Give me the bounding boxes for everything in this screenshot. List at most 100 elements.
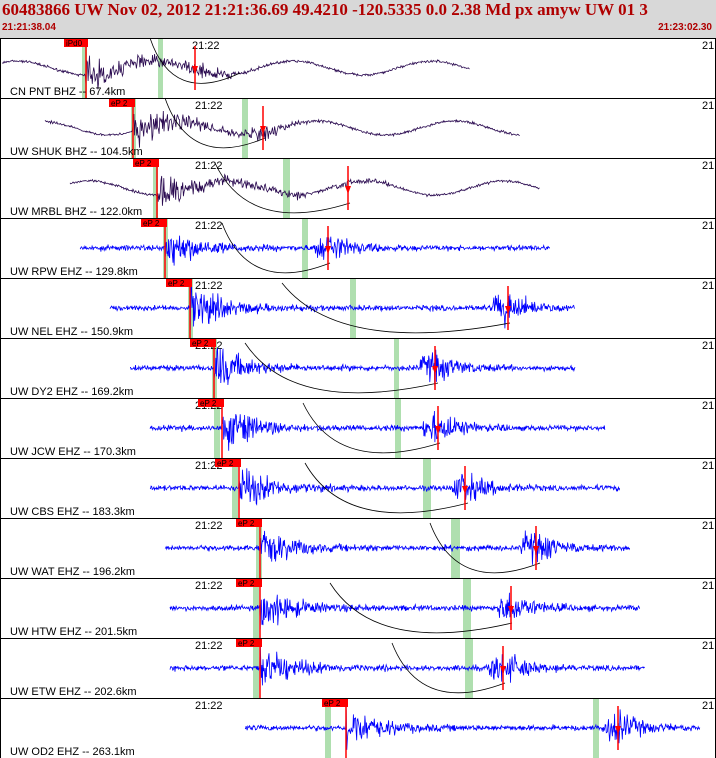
event-title: 60483866 UW Nov 02, 2012 21:21:36.69 49.…	[2, 0, 648, 19]
waveform-trace	[1, 53, 470, 90]
moveout-curve	[302, 402, 441, 454]
moveout-curve	[329, 582, 513, 634]
s-pick-marker	[260, 126, 266, 134]
p-pick-flag	[141, 219, 167, 227]
minute-mark-label: 21:22	[192, 40, 220, 52]
analysis-window	[153, 159, 158, 218]
panel-edge-label: 21:	[702, 40, 716, 52]
p-pick-label: eP 2	[111, 99, 128, 108]
panel-edge-label: 21:	[702, 280, 716, 292]
p-pick-flag	[236, 639, 262, 647]
p-pick-label: eP 2	[135, 159, 152, 168]
moveout-curve	[281, 282, 511, 334]
s-pick-marker	[500, 666, 506, 674]
panel-edge-label: 21:	[702, 520, 716, 532]
station-label: UW WAT EHZ -- 196.2km	[10, 566, 135, 578]
analysis-window	[593, 699, 599, 758]
p-pick-label: iPd0	[66, 39, 83, 48]
station-label: UW JCW EHZ -- 170.3km	[10, 446, 136, 458]
station-label: UW MRBL BHZ -- 122.0km	[10, 206, 142, 218]
panel-edge-label: 21:	[702, 400, 716, 412]
waveform-trace	[169, 592, 641, 630]
p-pick-flag	[215, 459, 241, 467]
p-pick-label: eP 2	[324, 699, 341, 708]
p-pick-flag	[166, 279, 192, 287]
station-label: CN PNT BHZ -- 67.4km	[10, 86, 125, 98]
panel-edge-label: 21:	[702, 160, 716, 172]
p-pick-label: eP 2	[238, 519, 255, 528]
trace-panel: 21: 21:22 eP 2 UW OD2 EHZ -- 263.1km	[0, 698, 716, 758]
minute-mark-label: 21:22	[195, 280, 223, 292]
p-pick-flag	[322, 699, 348, 707]
moveout-curve	[244, 342, 439, 394]
s-pick-marker	[615, 726, 621, 734]
minute-mark-label: 21:22	[195, 640, 223, 652]
waveform-trace	[69, 173, 540, 206]
minute-mark-label: 21:22	[195, 100, 223, 112]
trace-panel: 21: 21:22 eP 2 UW RPW EHZ -- 129.8km	[0, 218, 716, 279]
end-time: 21:23:02.30	[658, 22, 712, 33]
s-pick-marker	[508, 606, 514, 614]
seismogram-plot: 21: 21:22 iPd0 CN PNT BHZ -- 67.4km 21: 21:22…	[0, 38, 716, 758]
waveform-trace	[130, 347, 576, 386]
waveform-trace	[149, 410, 606, 451]
s-pick-marker	[345, 186, 351, 194]
moveout-curve	[304, 462, 469, 514]
s-pick-marker	[325, 246, 331, 254]
moveout-curve	[221, 222, 331, 274]
header-bar: 60483866 UW Nov 02, 2012 21:21:36.69 49.…	[0, 0, 716, 38]
p-pick-label: eP 2	[238, 579, 255, 588]
waveform-trace	[109, 278, 576, 330]
panel-edge-label: 21:	[702, 220, 716, 232]
station-label: UW ETW EHZ -- 202.6km	[10, 686, 137, 698]
minute-mark-label: 21:22	[195, 220, 223, 232]
waveform-trace	[149, 468, 621, 506]
s-pick-marker	[432, 366, 438, 374]
station-label: UW HTW EHZ -- 201.5km	[10, 626, 137, 638]
p-pick-label: eP 2	[200, 399, 217, 408]
minute-mark-label: 21:22	[195, 580, 223, 592]
p-pick-label: eP 2	[217, 459, 234, 468]
panel-edge-label: 21:	[702, 640, 716, 652]
station-label: UW SHUK BHZ -- 104.5km	[10, 146, 143, 158]
analysis-window	[82, 39, 87, 98]
analysis-window	[158, 39, 163, 98]
moveout-curve	[164, 97, 266, 149]
s-pick-marker	[533, 546, 539, 554]
p-pick-flag	[236, 579, 262, 587]
analysis-window	[242, 99, 248, 158]
minute-mark-label: 21:22	[195, 160, 223, 172]
p-pick-flag	[64, 39, 88, 47]
minute-mark-label: 21:22	[195, 520, 223, 532]
panel-edge-label: 21:	[702, 340, 716, 352]
p-pick-flag	[133, 159, 159, 167]
waveform-trace	[164, 530, 631, 565]
panel-edge-label: 21:	[702, 700, 716, 712]
analysis-window	[451, 519, 460, 578]
panel-edge-label: 21:	[702, 100, 716, 112]
station-label: UW NEL EHZ -- 150.9km	[10, 326, 133, 338]
waveform-trace	[244, 709, 701, 750]
s-pick-marker	[435, 426, 441, 434]
trace-panel: 21: 21:22 eP 2 UW MRBL BHZ -- 122.0km	[0, 158, 716, 219]
waveform-trace	[44, 110, 520, 148]
station-label: UW RPW EHZ -- 129.8km	[10, 266, 138, 278]
analysis-window	[232, 459, 238, 518]
minute-mark-label: 21:22	[195, 700, 223, 712]
analysis-window	[253, 579, 259, 638]
p-pick-flag	[109, 99, 135, 107]
station-label: UW DY2 EHZ -- 169.2km	[10, 386, 133, 398]
moveout-curve	[149, 38, 241, 84]
trace-panel: 21: 21:22 eP 2 UW WAT EHZ -- 196.2km	[0, 518, 716, 579]
station-label: UW CBS EHZ -- 183.3km	[10, 506, 135, 518]
p-pick-flag	[236, 519, 262, 527]
p-pick-flag	[190, 339, 216, 347]
s-pick-marker	[192, 66, 198, 74]
moveout-curve	[214, 162, 351, 214]
trace-panel: 21: 21:22 iPd0 CN PNT BHZ -- 67.4km	[0, 38, 716, 99]
trace-panel: 21: 21:22 eP 2 UW ETW EHZ -- 202.6km	[0, 638, 716, 699]
waveform-trace	[169, 638, 645, 686]
